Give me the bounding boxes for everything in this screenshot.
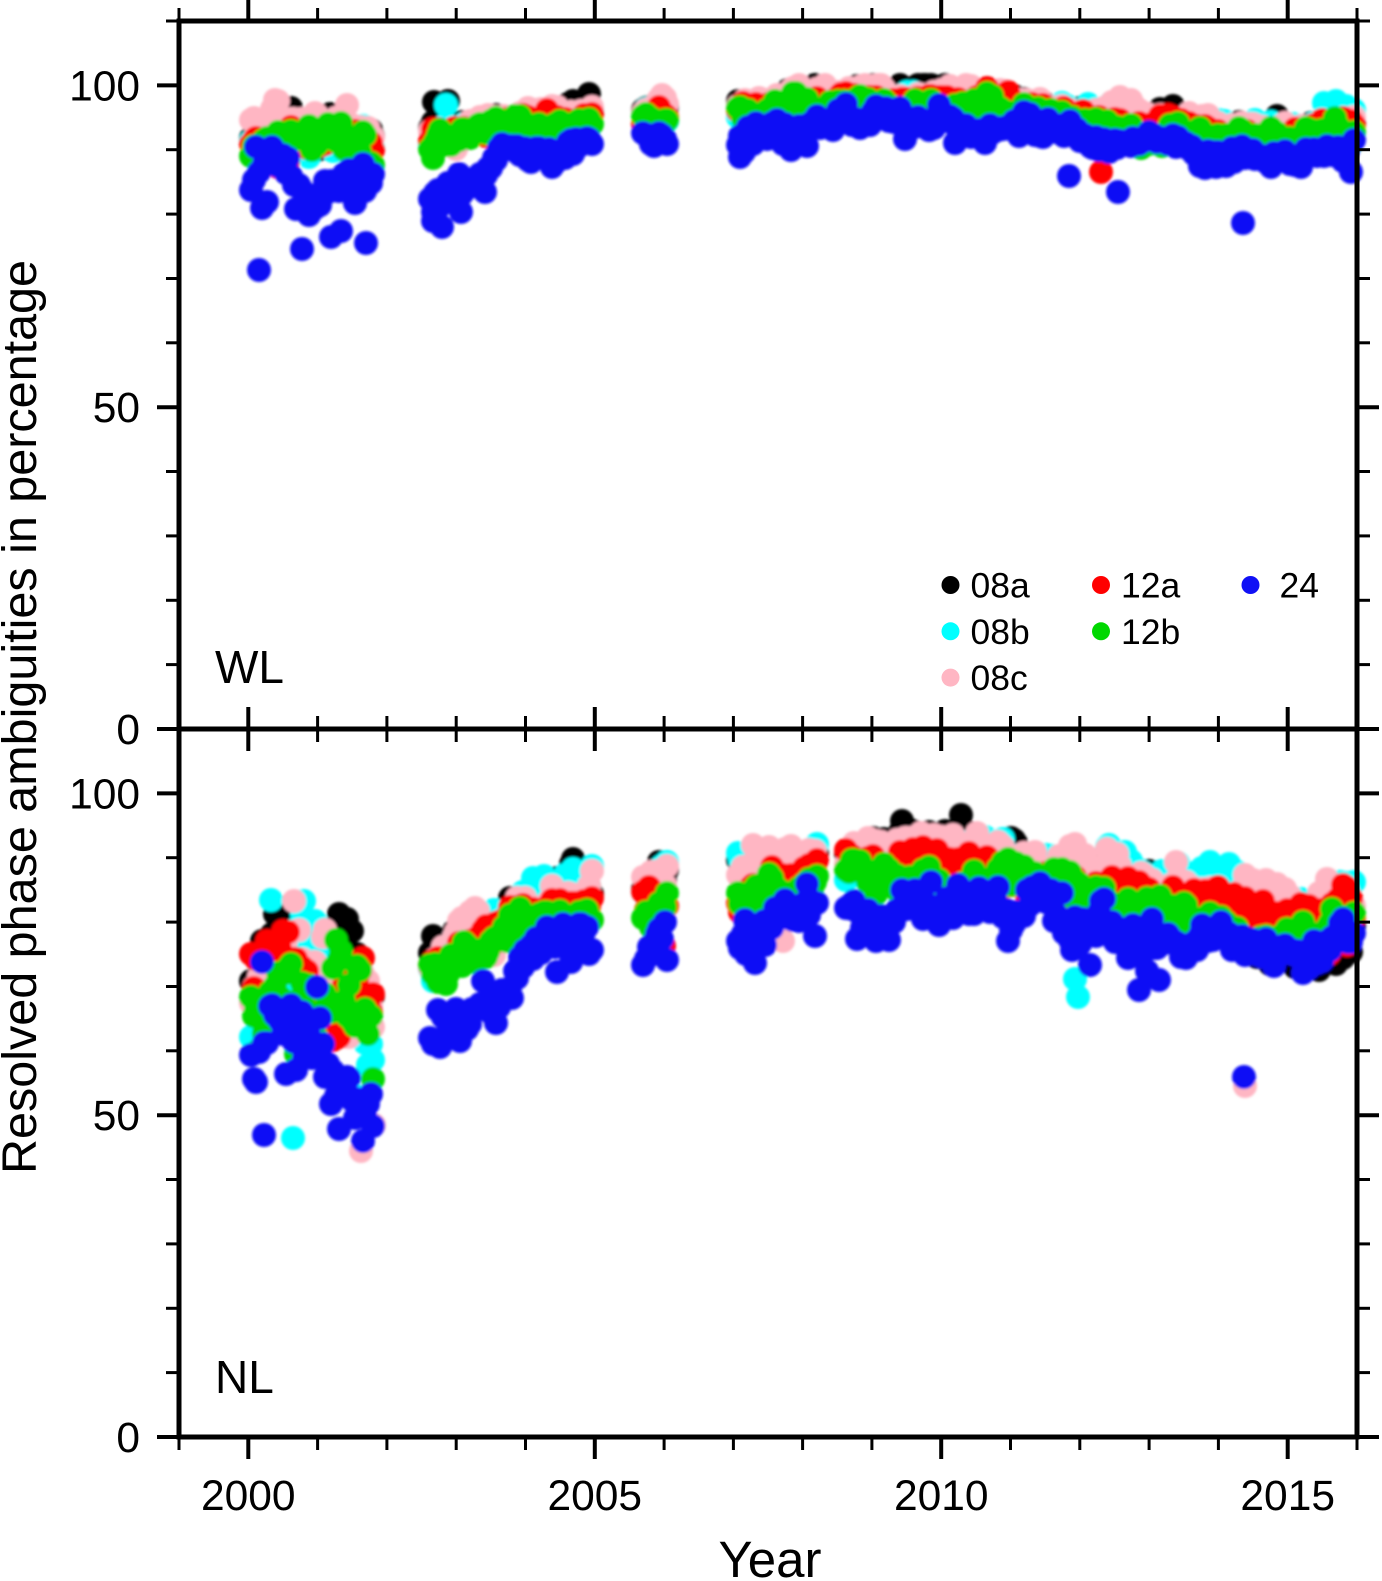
- svg-text:12a: 12a: [1121, 566, 1180, 606]
- svg-text:12b: 12b: [1121, 612, 1180, 652]
- svg-text:2010: 2010: [894, 1473, 989, 1520]
- svg-text:50: 50: [93, 385, 140, 432]
- svg-text:100: 100: [69, 63, 140, 110]
- svg-text:08c: 08c: [971, 658, 1028, 698]
- svg-text:WL: WL: [215, 641, 284, 693]
- svg-text:50: 50: [93, 1093, 140, 1140]
- svg-text:2005: 2005: [547, 1473, 642, 1520]
- svg-text:NL: NL: [215, 1351, 274, 1403]
- svg-text:08b: 08b: [971, 612, 1030, 652]
- svg-text:Year: Year: [718, 1531, 821, 1581]
- svg-text:Resolved phase ambiguities in: Resolved phase ambiguities in percentage: [0, 260, 47, 1174]
- svg-text:2015: 2015: [1240, 1473, 1335, 1520]
- svg-text:0: 0: [116, 707, 140, 754]
- svg-text:100: 100: [69, 771, 140, 818]
- svg-text:24: 24: [1280, 566, 1320, 606]
- svg-text:08a: 08a: [971, 566, 1030, 606]
- svg-text:0: 0: [116, 1415, 140, 1462]
- svg-text:2000: 2000: [201, 1473, 296, 1520]
